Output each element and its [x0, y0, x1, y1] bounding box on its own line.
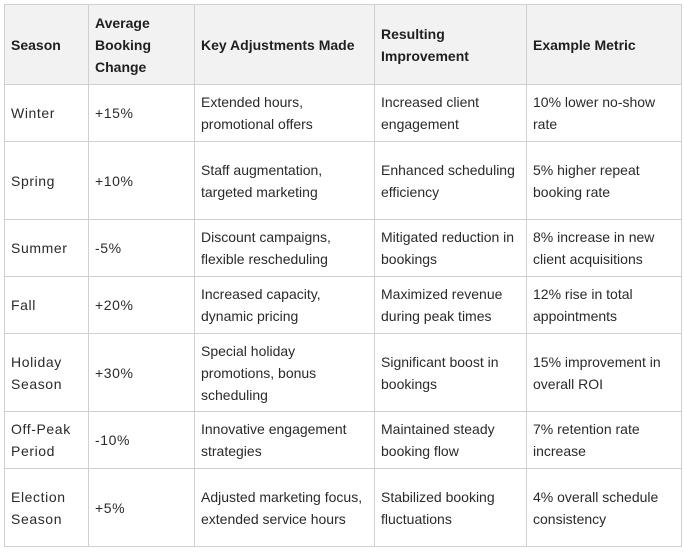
cell-metric: 12% rise in total appointments: [526, 276, 682, 334]
cell-booking-change: +10%: [88, 141, 195, 220]
cell-improvement: Increased client engagement: [374, 84, 527, 142]
cell-adjustments: Increased capacity, dynamic pricing: [194, 276, 375, 334]
cell-season: Fall: [4, 276, 89, 334]
header-example-metric: Example Metric: [526, 4, 682, 85]
cell-adjustments: Extended hours, promotional offers: [194, 84, 375, 142]
cell-season: Summer: [4, 219, 89, 277]
cell-improvement: Stabilized booking fluctuations: [374, 468, 527, 547]
cell-season: Off-Peak Period: [4, 411, 89, 469]
header-row: Season Average Booking Change Key Adjust…: [4, 4, 682, 85]
cell-booking-change: +30%: [88, 333, 195, 412]
cell-adjustments: Innovative engagement strategies: [194, 411, 375, 469]
header-average-booking-change: Average Booking Change: [88, 4, 195, 85]
cell-adjustments: Adjusted marketing focus, extended servi…: [194, 468, 375, 547]
cell-metric: 7% retention rate increase: [526, 411, 682, 469]
cell-season: Winter: [4, 84, 89, 142]
table-row: Election Season +5% Adjusted marketing f…: [4, 468, 682, 547]
cell-metric: 8% increase in new client acquisitions: [526, 219, 682, 277]
table-row: Summer -5% Discount campaigns, flexible …: [4, 219, 682, 277]
cell-metric: 15% improvement in overall ROI: [526, 333, 682, 412]
cell-season: Election Season: [4, 468, 89, 547]
cell-improvement: Maximized revenue during peak times: [374, 276, 527, 334]
cell-booking-change: +15%: [88, 84, 195, 142]
cell-booking-change: -5%: [88, 219, 195, 277]
cell-metric: 4% overall schedule consistency: [526, 468, 682, 547]
cell-metric: 10% lower no-show rate: [526, 84, 682, 142]
cell-metric: 5% higher repeat booking rate: [526, 141, 682, 220]
header-season: Season: [4, 4, 89, 85]
table-row: Winter +15% Extended hours, promotional …: [4, 84, 682, 142]
table-row: Holiday Season +30% Special holiday prom…: [4, 333, 682, 412]
table-row: Fall +20% Increased capacity, dynamic pr…: [4, 276, 682, 334]
cell-booking-change: +5%: [88, 468, 195, 547]
cell-booking-change: +20%: [88, 276, 195, 334]
cell-booking-change: -10%: [88, 411, 195, 469]
cell-adjustments: Special holiday promotions, bonus schedu…: [194, 333, 375, 412]
seasonal-booking-table: Season Average Booking Change Key Adjust…: [4, 4, 682, 547]
cell-season: Holiday Season: [4, 333, 89, 412]
cell-improvement: Mitigated reduction in bookings: [374, 219, 527, 277]
cell-improvement: Maintained steady booking flow: [374, 411, 527, 469]
table-row: Off-Peak Period -10% Innovative engageme…: [4, 411, 682, 469]
table-row: Spring +10% Staff augmentation, targeted…: [4, 141, 682, 220]
cell-adjustments: Discount campaigns, flexible reschedulin…: [194, 219, 375, 277]
cell-improvement: Enhanced scheduling efficiency: [374, 141, 527, 220]
cell-season: Spring: [4, 141, 89, 220]
header-resulting-improvement: Resulting Improvement: [374, 4, 527, 85]
cell-adjustments: Staff augmentation, targeted marketing: [194, 141, 375, 220]
cell-improvement: Significant boost in bookings: [374, 333, 527, 412]
header-key-adjustments: Key Adjustments Made: [194, 4, 375, 85]
